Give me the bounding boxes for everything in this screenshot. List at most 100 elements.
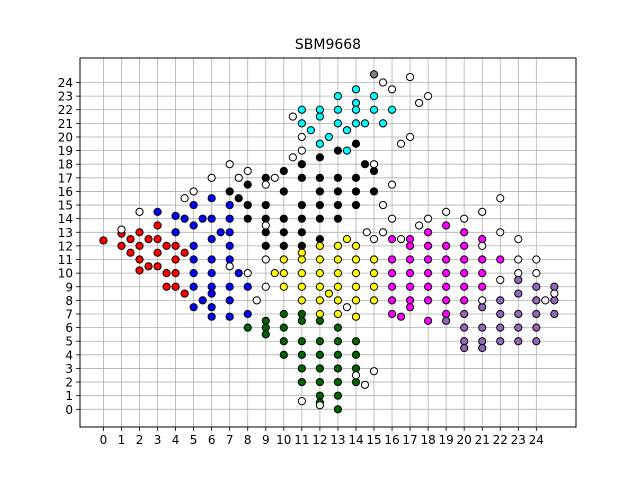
data-point: [532, 255, 541, 264]
data-point: [550, 289, 559, 298]
data-point: [442, 269, 451, 278]
data-point: [297, 282, 306, 291]
chart-title: SBM9668: [295, 37, 361, 53]
data-point: [369, 160, 379, 169]
data-point: [279, 337, 288, 346]
data-point: [162, 269, 171, 278]
x-tick-label: 14: [348, 433, 363, 447]
data-point: [541, 296, 550, 305]
x-tick-label: 1: [118, 433, 126, 447]
data-point: [351, 282, 361, 291]
data-point: [297, 377, 306, 387]
data-point: [315, 296, 324, 305]
data-point: [297, 309, 306, 319]
data-point: [496, 323, 505, 332]
data-point: [369, 282, 379, 291]
data-point: [153, 207, 162, 216]
data-point: [243, 309, 252, 319]
data-point: [189, 255, 198, 264]
data-point: [333, 323, 343, 332]
data-point: [234, 269, 243, 278]
data-point: [405, 241, 415, 251]
y-tick-label: 14: [58, 212, 73, 226]
data-point: [387, 296, 397, 305]
data-point: [189, 282, 198, 291]
data-point: [378, 200, 388, 210]
data-point: [333, 350, 343, 359]
data-point: [117, 225, 126, 234]
data-point: [351, 85, 361, 94]
data-point: [442, 296, 451, 305]
x-tick-label: 18: [420, 433, 435, 447]
data-point: [270, 173, 279, 182]
data-point: [333, 200, 343, 210]
x-axis-ticks: 0 1 2 3 4 5 6 7 8 9 10 11 12 13 14 15 16 17 18 19 20 21 22 23 24: [100, 427, 544, 447]
data-point: [369, 70, 379, 79]
data-point: [360, 380, 370, 389]
y-tick-label: 17: [58, 171, 73, 185]
data-point: [279, 166, 288, 176]
data-point: [424, 214, 433, 223]
data-point: [261, 214, 270, 223]
data-point: [369, 367, 379, 376]
data-point: [333, 255, 343, 264]
data-point: [442, 282, 451, 291]
data-point: [460, 337, 469, 346]
data-point: [135, 255, 144, 264]
data-point: [180, 194, 189, 203]
data-point: [496, 296, 505, 305]
data-point: [550, 296, 559, 305]
data-point: [532, 323, 541, 332]
data-point: [460, 214, 469, 223]
x-tick-label: 21: [475, 433, 490, 447]
data-point: [144, 262, 153, 271]
data-point: [424, 241, 433, 251]
data-point: [514, 269, 523, 278]
data-point: [135, 266, 144, 275]
data-point: [315, 391, 324, 400]
data-point: [369, 166, 379, 176]
data-point: [514, 234, 523, 244]
data-point: [496, 275, 505, 285]
data-point: [207, 194, 216, 203]
data-point: [333, 282, 343, 291]
data-point: [207, 303, 216, 312]
data-point: [252, 296, 261, 305]
y-tick-label: 18: [58, 158, 73, 172]
data-point: [153, 221, 162, 230]
data-point: [207, 282, 216, 291]
data-point: [351, 105, 361, 114]
data-point: [514, 255, 523, 264]
data-point: [514, 275, 523, 285]
data-point: [424, 255, 433, 264]
data-point: [478, 241, 487, 251]
data-point: [532, 296, 541, 305]
data-point: [315, 153, 324, 162]
data-point: [225, 282, 234, 291]
data-point: [424, 92, 433, 101]
data-point: [171, 269, 180, 278]
data-point: [351, 173, 361, 182]
data-point: [362, 228, 371, 237]
x-tick-label: 10: [276, 433, 291, 447]
x-tick-label: 6: [208, 433, 216, 447]
data-point: [424, 282, 433, 291]
data-point: [225, 160, 234, 169]
data-point: [405, 234, 415, 244]
data-point: [171, 241, 180, 251]
data-point: [135, 228, 144, 237]
data-point: [279, 269, 288, 278]
data-point: [342, 146, 352, 155]
data-point: [279, 323, 288, 332]
data-point: [261, 173, 270, 182]
data-point: [207, 214, 216, 223]
data-point: [315, 364, 324, 373]
data-point: [279, 241, 288, 251]
data-point: [369, 105, 379, 114]
data-point: [279, 309, 288, 319]
data-point: [478, 303, 487, 312]
data-point: [424, 269, 433, 278]
data-point: [460, 309, 469, 319]
data-point: [396, 234, 406, 244]
data-point: [378, 228, 388, 237]
